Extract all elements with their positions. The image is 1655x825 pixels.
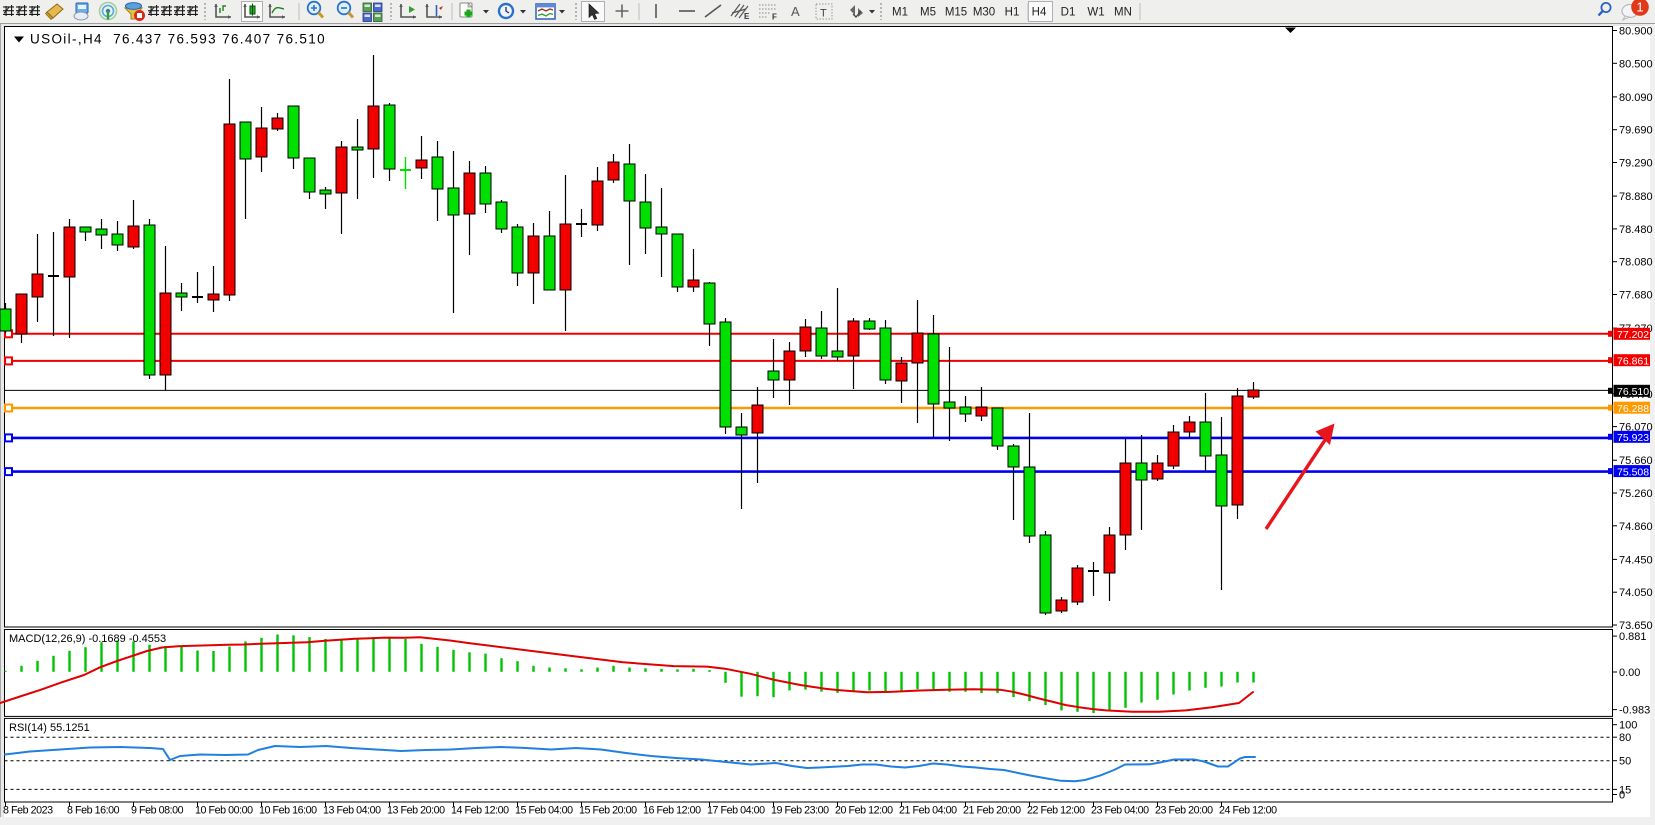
svg-text:A: A	[791, 4, 800, 19]
svg-text:19 Feb 23:00: 19 Feb 23:00	[771, 805, 829, 817]
svg-text:T: T	[820, 8, 827, 20]
svg-text:74.860: 74.860	[1619, 521, 1653, 533]
svg-text:E: E	[744, 12, 750, 21]
svg-text:H1: H1	[1005, 7, 1020, 19]
svg-text:79.290: 79.290	[1619, 158, 1653, 170]
svg-text:78.080: 78.080	[1619, 257, 1653, 269]
svg-text:MACD(12,26,9) -0.1689 -0.4553: MACD(12,26,9) -0.1689 -0.4553	[9, 633, 166, 645]
svg-text:10 Feb 16:00: 10 Feb 16:00	[259, 805, 317, 817]
svg-text:8 Feb 2023: 8 Feb 2023	[3, 805, 53, 817]
svg-text:77.680: 77.680	[1619, 290, 1653, 302]
svg-text:76.070: 76.070	[1619, 422, 1653, 434]
svg-text:0.881: 0.881	[1619, 631, 1647, 643]
svg-text:75.923: 75.923	[1617, 432, 1649, 444]
svg-text:80.500: 80.500	[1619, 58, 1653, 70]
svg-text:15 Feb 20:00: 15 Feb 20:00	[579, 805, 637, 817]
svg-text:M15: M15	[945, 7, 967, 19]
svg-text:21 Feb 20:00: 21 Feb 20:00	[963, 805, 1021, 817]
svg-text:M5: M5	[920, 7, 936, 19]
svg-text:79.690: 79.690	[1619, 125, 1653, 137]
svg-text:MN: MN	[1114, 7, 1132, 19]
svg-text:75.260: 75.260	[1619, 488, 1653, 500]
svg-text:13 Feb 20:00: 13 Feb 20:00	[387, 805, 445, 817]
svg-text:80: 80	[1619, 732, 1631, 744]
svg-text:75.660: 75.660	[1619, 455, 1653, 467]
svg-text:76.288: 76.288	[1617, 403, 1649, 415]
svg-text:23 Feb 04:00: 23 Feb 04:00	[1091, 805, 1149, 817]
svg-text:74.450: 74.450	[1619, 554, 1653, 566]
svg-text:76.861: 76.861	[1617, 355, 1649, 367]
svg-text:13 Feb 04:00: 13 Feb 04:00	[323, 805, 381, 817]
svg-text:80.900: 80.900	[1619, 26, 1653, 38]
svg-text:M1: M1	[892, 7, 908, 19]
svg-text:0.00: 0.00	[1619, 667, 1640, 679]
svg-text:F: F	[772, 13, 777, 22]
svg-text:78.480: 78.480	[1619, 224, 1653, 236]
svg-text:M30: M30	[973, 7, 995, 19]
svg-text:16 Feb 12:00: 16 Feb 12:00	[643, 805, 701, 817]
svg-text:USOil-,H4 76.437 76.593 76.40: USOil-,H4 76.437 76.593 76.407 76.510	[30, 32, 326, 47]
svg-text:73.650: 73.650	[1619, 620, 1653, 632]
svg-text:W1: W1	[1087, 7, 1104, 19]
svg-text:21 Feb 04:00: 21 Feb 04:00	[899, 805, 957, 817]
svg-text:50: 50	[1619, 756, 1631, 768]
svg-text:8 Feb 16:00: 8 Feb 16:00	[67, 805, 120, 817]
svg-text:9 Feb 08:00: 9 Feb 08:00	[131, 805, 184, 817]
svg-text:80.090: 80.090	[1619, 92, 1653, 104]
svg-text:RSI(14) 55.1251: RSI(14) 55.1251	[9, 722, 90, 734]
svg-text:15: 15	[1619, 784, 1631, 796]
svg-text:0: 0	[1619, 790, 1625, 802]
svg-text:78.880: 78.880	[1619, 191, 1653, 203]
svg-text:10 Feb 00:00: 10 Feb 00:00	[195, 805, 253, 817]
svg-text:100: 100	[1619, 720, 1637, 732]
svg-text:75.508: 75.508	[1617, 466, 1649, 478]
svg-text:H4: H4	[1032, 7, 1047, 19]
svg-text:D1: D1	[1061, 7, 1076, 19]
svg-text:23 Feb 20:00: 23 Feb 20:00	[1155, 805, 1213, 817]
svg-text:77.202: 77.202	[1617, 329, 1649, 341]
svg-text:17 Feb 04:00: 17 Feb 04:00	[707, 805, 765, 817]
svg-text:14 Feb 12:00: 14 Feb 12:00	[451, 805, 509, 817]
svg-text:22 Feb 12:00: 22 Feb 12:00	[1027, 805, 1085, 817]
svg-text:74.050: 74.050	[1619, 587, 1653, 599]
svg-text:-0.983: -0.983	[1619, 705, 1650, 717]
svg-text:76.510: 76.510	[1617, 386, 1649, 398]
svg-text:20 Feb 12:00: 20 Feb 12:00	[835, 805, 893, 817]
svg-text:15 Feb 04:00: 15 Feb 04:00	[515, 805, 573, 817]
svg-text:24 Feb 12:00: 24 Feb 12:00	[1219, 805, 1277, 817]
svg-text:1: 1	[1636, 0, 1643, 15]
